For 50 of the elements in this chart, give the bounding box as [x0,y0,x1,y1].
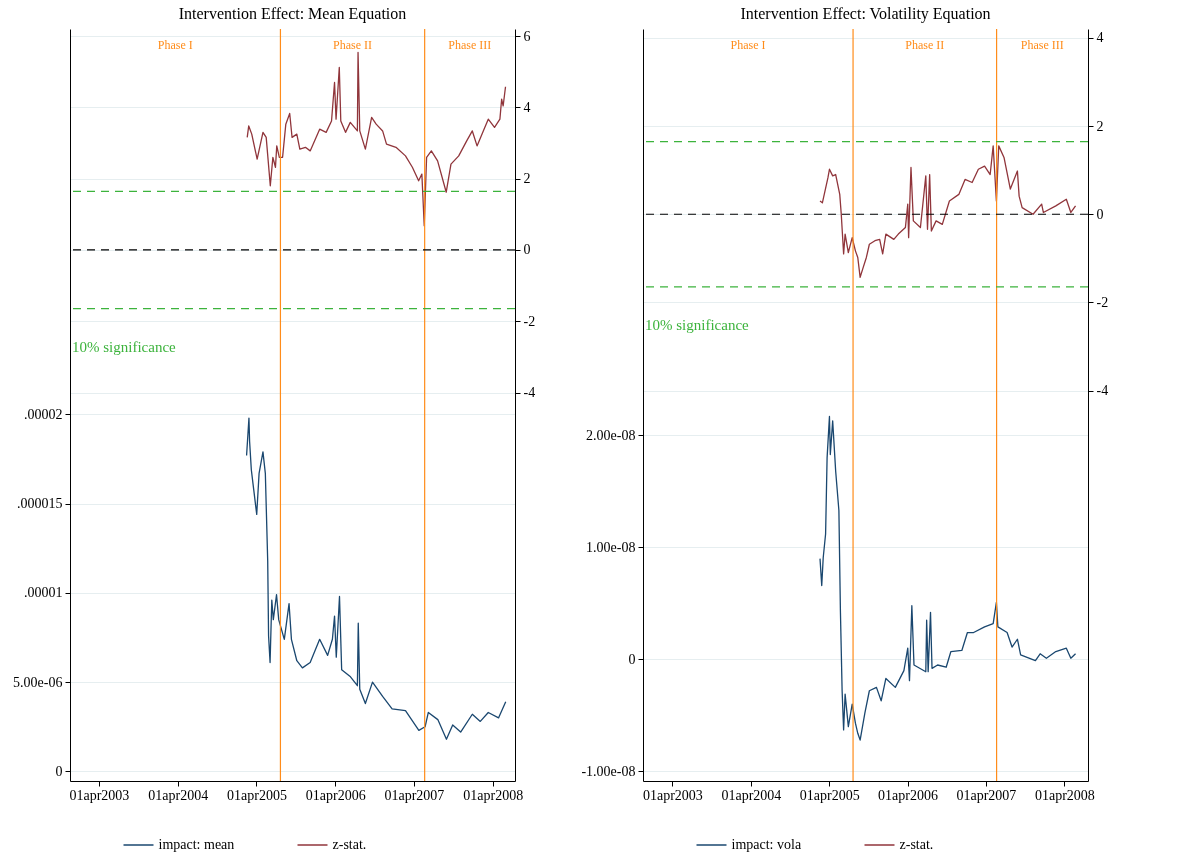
annotation: Phase III [1020,38,1064,52]
x-tick-label: 01apr2007 [384,787,445,803]
y-tick-label: .000015 [17,496,63,512]
y2-tick-label: 0 [523,242,531,258]
annotation: Phase I [730,38,766,52]
annotation: Phase III [448,38,492,52]
y-tick-label: 0 [628,651,636,667]
x-tick-label: 01apr2006 [878,787,938,803]
legend-label: impact: vola [731,837,802,852]
annotation: Phase II [905,38,945,52]
x-tick-label: 01apr2006 [305,787,366,803]
ref-line-label: 10% significance [645,316,750,333]
line-series [246,51,507,227]
x-tick-label: 01apr2008 [1034,787,1095,803]
x-tick-label: 01apr2008 [463,787,524,803]
chart-title: Intervention Effect: Mean Equation [178,5,407,24]
y-tick-label: 0 [55,763,63,779]
line-series [819,415,1077,741]
y-tick-label: 1.00e-08 [586,539,636,555]
x-tick-label: 01apr2004 [721,787,782,803]
x-tick-label: 01apr2007 [956,787,1017,803]
annotation: Phase I [157,38,193,52]
line-series [819,145,1077,278]
chart-title: Intervention Effect: Volatility Equation [740,5,991,24]
legend-label: z-stat. [899,837,934,852]
y-tick-label: .00002 [24,406,63,422]
annotation: Phase II [333,38,373,52]
y2-tick-label: 6 [523,28,531,44]
y-tick-label: -1.00e-08 [581,763,636,779]
y2-tick-label: 4 [1096,30,1104,46]
line-series [245,417,507,740]
y2-tick-label: -2 [523,313,536,329]
x-tick-label: 01apr2005 [227,787,287,803]
x-tick-label: 01apr2005 [799,787,860,803]
legend-label: z-stat. [332,837,367,852]
y-tick-label: 2.00e-08 [586,427,636,443]
y-tick-label: .00001 [24,585,63,601]
ref-line-label: 10% significance [72,338,177,355]
y2-tick-label: -2 [1096,294,1109,310]
y2-tick-label: 0 [1096,206,1104,222]
y2-tick-label: -4 [1096,383,1109,399]
x-tick-label: 01apr2003 [69,787,130,803]
y-tick-label: 5.00e-06 [13,674,63,690]
y2-tick-label: 4 [523,99,531,115]
x-tick-label: 01apr2003 [642,787,703,803]
y2-tick-label: -4 [523,385,536,401]
y2-tick-label: 2 [1096,118,1104,134]
x-tick-label: 01apr2004 [148,787,209,803]
y2-tick-label: 2 [523,171,531,187]
legend-label: impact: mean [158,837,235,852]
